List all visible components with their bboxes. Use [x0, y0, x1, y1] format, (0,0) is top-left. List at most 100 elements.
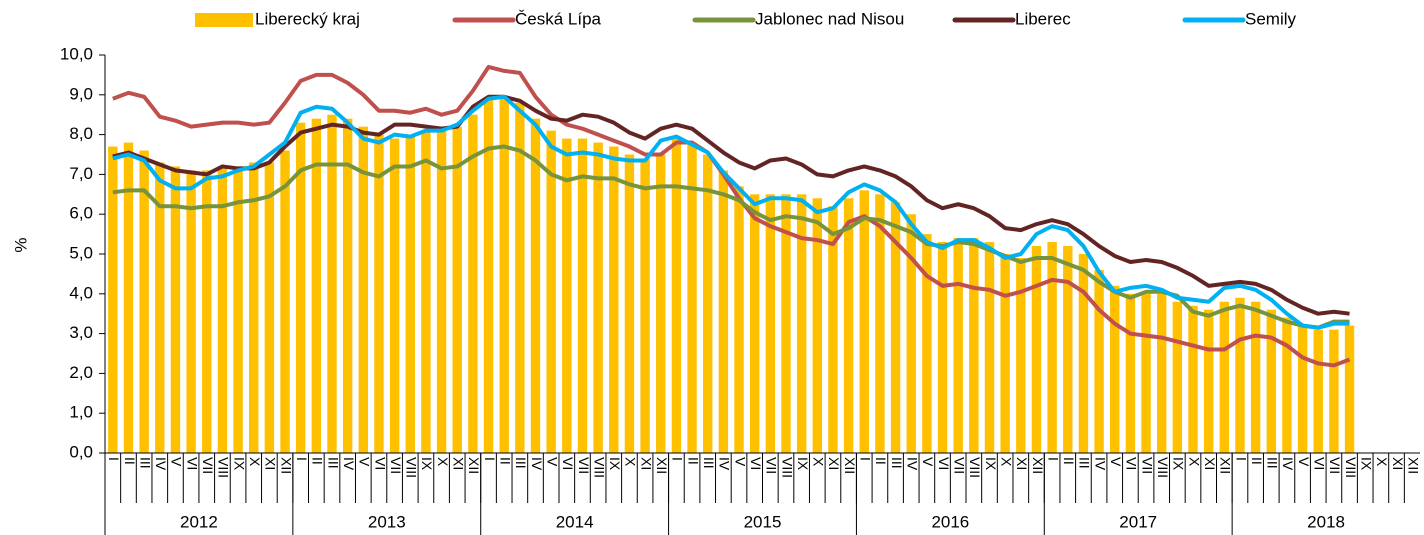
x-tick-label: V	[169, 457, 185, 467]
x-tick-label: V	[544, 457, 560, 467]
x-tick-label: XII	[278, 457, 294, 474]
x-tick-label: VIII	[591, 457, 607, 478]
bar	[123, 142, 134, 453]
x-tick-label: X	[811, 457, 827, 467]
x-tick-label: II	[497, 457, 513, 465]
x-tick-label: III	[137, 457, 153, 469]
y-tick-label: 4,0	[69, 283, 93, 302]
bar	[1297, 325, 1308, 453]
bar	[530, 118, 541, 454]
x-tick-label: II	[1249, 457, 1265, 465]
bar	[186, 170, 196, 454]
legend-label: Česká Lípa	[515, 9, 602, 28]
x-tick-label: X	[435, 457, 451, 467]
bar	[405, 134, 415, 453]
bar	[1063, 246, 1073, 453]
legend-label: Liberec	[1015, 9, 1071, 28]
bar	[906, 214, 916, 453]
x-tick-label: I	[670, 457, 686, 461]
x-tick-label: I	[294, 457, 310, 461]
x-tick-label: III	[1265, 457, 1281, 469]
bar	[468, 114, 478, 453]
x-tick-label: III	[325, 457, 341, 469]
x-tick-label: XI	[1202, 457, 1218, 470]
x-tick-label: III	[513, 457, 529, 469]
bar	[765, 194, 776, 454]
x-tick-label: VII	[388, 457, 404, 474]
x-tick-label: VIII	[779, 457, 795, 478]
y-tick-label: 1,0	[69, 403, 93, 422]
bar	[1000, 254, 1010, 453]
x-tick-label: II	[873, 457, 889, 465]
x-tick-label: XII	[1405, 457, 1421, 474]
bar	[1250, 301, 1261, 453]
x-tick-label: IX	[607, 457, 623, 471]
bar	[640, 158, 650, 454]
x-tick-label: IX	[983, 457, 999, 471]
bar	[1329, 329, 1339, 453]
x-tick-label: VII	[764, 457, 780, 474]
x-tick-label: VIII	[967, 457, 983, 478]
y-tick-label: 5,0	[69, 243, 93, 262]
bar	[1157, 293, 1167, 453]
bar	[1094, 269, 1104, 453]
x-tick-label: VII	[1139, 457, 1155, 474]
x-tick-label: VIII	[404, 457, 420, 478]
bar	[1125, 293, 1136, 453]
year-label: 2013	[368, 512, 406, 531]
bar	[593, 142, 603, 453]
y-tick-label: 2,0	[69, 363, 93, 382]
x-tick-label: III	[701, 457, 717, 469]
bar	[1219, 301, 1230, 453]
bar	[1110, 285, 1120, 453]
line	[112, 64, 1351, 368]
x-tick-label: I	[106, 457, 122, 461]
x-tick-label: VII	[200, 457, 216, 474]
y-tick-label: 6,0	[69, 204, 93, 223]
legend-label: Liberecký kraj	[255, 9, 360, 28]
x-tick-label: XII	[1030, 457, 1046, 474]
x-tick-label: IX	[1171, 457, 1187, 471]
legend-swatch	[195, 13, 253, 27]
x-tick-label: VII	[576, 457, 592, 474]
x-tick-label: XI	[638, 457, 654, 470]
bar	[436, 130, 447, 453]
x-tick-label: VI	[748, 457, 764, 470]
x-tick-label: XII	[1218, 457, 1234, 474]
bar	[828, 206, 838, 453]
line	[112, 144, 1350, 330]
x-tick-label: XI	[1014, 457, 1030, 470]
x-tick-label: X	[998, 457, 1014, 467]
bar	[922, 234, 932, 453]
x-tick-label: IV	[1280, 457, 1296, 471]
y-tick-label: 9,0	[69, 84, 93, 103]
bar	[342, 118, 353, 454]
bar	[796, 194, 807, 454]
x-tick-label: X	[1186, 457, 1202, 467]
x-tick-label: I	[858, 457, 874, 461]
bar	[718, 170, 729, 454]
bar	[499, 98, 509, 453]
bar	[1141, 293, 1151, 453]
bar	[108, 146, 118, 454]
bar	[280, 150, 290, 453]
x-tick-label: VI	[936, 457, 952, 470]
bar	[202, 170, 212, 454]
legend-label: Semily	[1245, 9, 1297, 28]
x-tick-label: XI	[1390, 457, 1406, 470]
bar	[624, 154, 635, 453]
bar	[374, 134, 384, 453]
year-label: 2018	[1307, 512, 1345, 531]
y-axis-label: %	[11, 237, 30, 252]
x-tick-label: III	[1077, 457, 1093, 469]
x-tick-label: XII	[842, 457, 858, 474]
bar	[546, 130, 556, 453]
y-tick-label: 0,0	[69, 442, 93, 461]
legend-label: Jablonec nad Nisou	[755, 9, 904, 28]
bar	[671, 138, 682, 453]
x-tick-label: V	[732, 457, 748, 467]
bar	[734, 186, 744, 453]
x-tick-label: VIII	[216, 457, 232, 478]
bar	[984, 242, 995, 453]
